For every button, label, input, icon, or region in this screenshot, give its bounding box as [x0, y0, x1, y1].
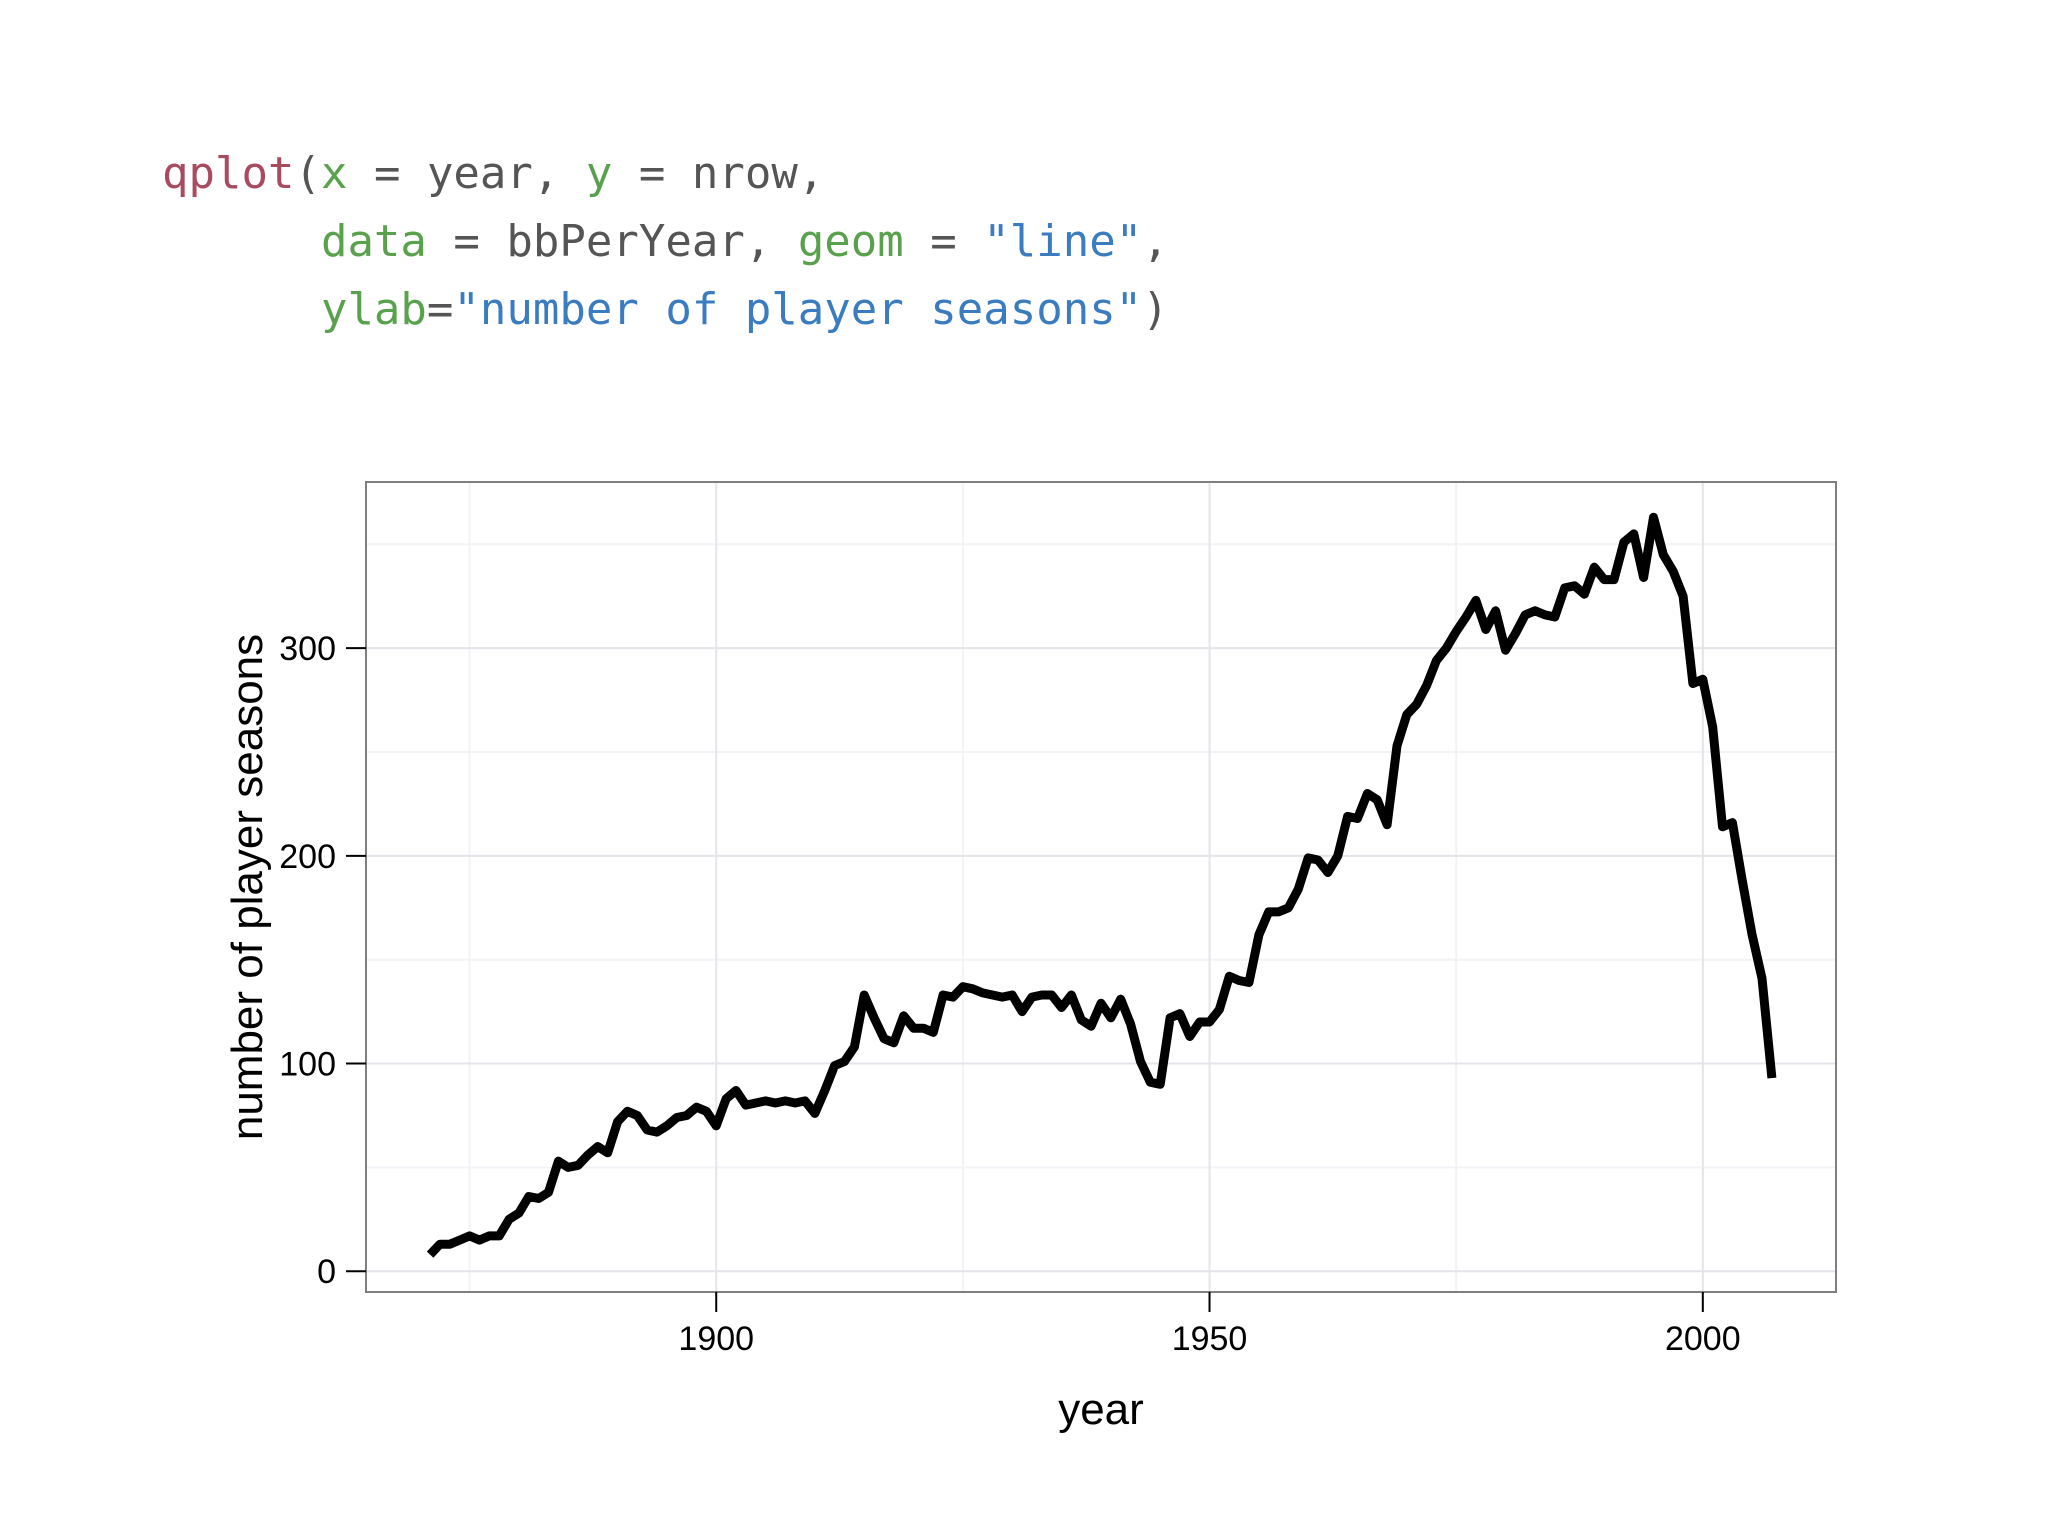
code-token: ( [294, 148, 321, 199]
code-token: , [1142, 216, 1169, 267]
x-tick-label: 1950 [1172, 1320, 1248, 1358]
code-token: ylab [320, 284, 427, 335]
y-tick-label: 300 [279, 630, 336, 668]
series-line [426, 512, 1777, 1258]
code-token: ) [1142, 284, 1169, 335]
code-line: qplot(x = year, y = nrow, [162, 140, 1169, 208]
code-token: year [426, 148, 533, 199]
minor-gridlines [366, 482, 1836, 1292]
y-tick-label: 100 [279, 1046, 336, 1084]
code-line: data = bbPerYear, geom = "line", [162, 208, 1169, 276]
code-line: ylab="number of player seasons") [162, 276, 1169, 344]
plot-border [365, 481, 1837, 1293]
code-token: , [797, 148, 825, 199]
code-snippet: qplot(x = year, y = nrow, data = bbPerYe… [162, 140, 1169, 344]
x-axis-label: year [1058, 1385, 1144, 1434]
code-token: = [347, 148, 427, 199]
code-token: = [903, 216, 984, 267]
code-token: = [426, 216, 507, 267]
code-token: geom [797, 216, 904, 267]
y-axis-label: number of player seasons [223, 634, 272, 1140]
plot-background [366, 482, 1836, 1292]
code-token: y [585, 148, 613, 199]
code-token: = [426, 284, 454, 335]
y-tick-label: 0 [317, 1253, 336, 1291]
x-axis: 1900 1950 2000 [678, 1292, 1741, 1358]
code-token: = [612, 148, 692, 199]
code-token: "number of player seasons" [453, 284, 1143, 335]
y-axis: 0 100 200 300 [279, 630, 366, 1291]
plot-panel [365, 481, 1837, 1293]
code-token: nrow [691, 148, 798, 199]
y-tick-label: 200 [279, 838, 336, 876]
x-tick-label: 1900 [678, 1320, 754, 1358]
code-token: , [744, 216, 798, 267]
x-tick-label: 2000 [1665, 1320, 1741, 1358]
code-token: data [320, 216, 427, 267]
code-token: "line" [983, 216, 1143, 267]
code-token: qplot [162, 148, 295, 199]
code-token: bbPerYear [506, 216, 745, 267]
code-token: x [320, 148, 348, 199]
code-token: , [532, 148, 586, 199]
major-gridlines [366, 482, 1836, 1292]
